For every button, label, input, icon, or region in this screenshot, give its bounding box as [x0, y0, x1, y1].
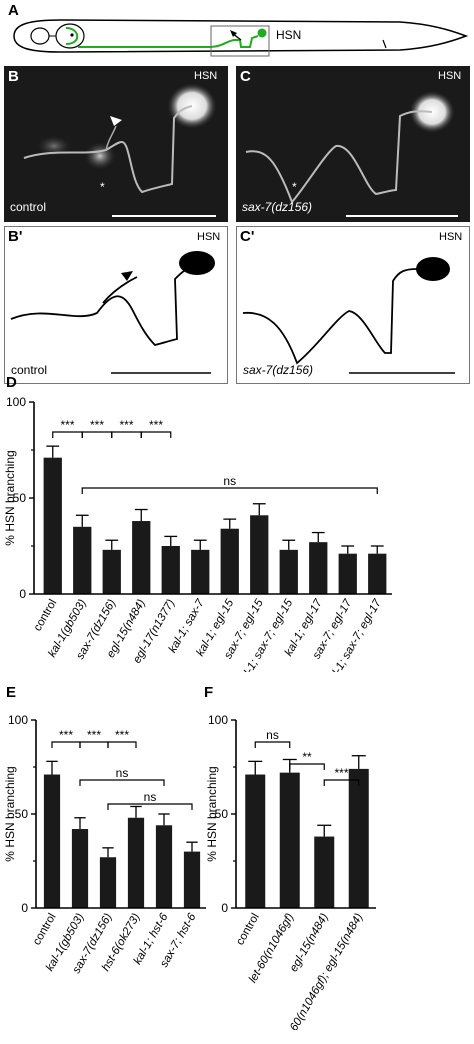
bar-kal-1-sax-7: [191, 549, 210, 594]
condition-label: control: [10, 200, 47, 214]
branch-arrowhead: [230, 30, 237, 37]
panel-label-f: F: [204, 684, 214, 701]
bar-control: [245, 774, 266, 908]
condition-label: sax-7(dz156): [243, 363, 314, 377]
y-tick-label: 0: [221, 901, 228, 915]
y-axis-label: % HSN branching: [3, 450, 17, 545]
significance-label: ***: [115, 728, 129, 742]
panel-label-d: D: [6, 374, 17, 391]
bar-kal-1-egl-17: [309, 542, 328, 594]
y-tick-label: 0: [21, 901, 28, 915]
significance-label: ***: [90, 418, 104, 432]
bar-sax-7-dz156-: [102, 549, 121, 594]
y-tick-label: 0: [19, 587, 26, 601]
panel-label-b2: B': [8, 228, 23, 245]
trace-sax7: sax-7(dz156) HSN: [236, 226, 470, 384]
significance-bracket: [52, 431, 83, 438]
hsn-soma: [257, 28, 267, 38]
micrograph-control: control HSN *: [4, 66, 228, 222]
significance-label: ***: [149, 418, 163, 432]
significance-label: ns: [223, 474, 236, 488]
bar-sax-7-egl-17: [338, 553, 357, 594]
panel-label-c2: C': [240, 228, 255, 245]
significance-bracket: [79, 741, 109, 748]
bar-egl-17-n1377-: [161, 546, 180, 594]
significance-bracket: [111, 431, 142, 438]
bar-sax-7-dz156-: [99, 857, 117, 908]
y-tick-label: 50: [13, 491, 27, 505]
significance-bracket: [107, 741, 137, 748]
zoom-box: [210, 25, 270, 57]
significance-label: ns: [116, 766, 129, 780]
worm-outline: [13, 19, 469, 53]
bar-control: [43, 457, 62, 594]
category-label: control: [234, 912, 262, 948]
panel-label-a: A: [8, 2, 19, 19]
significance-bracket: [140, 431, 172, 438]
trace-control: control HSN: [4, 226, 228, 384]
micrograph-sax7: sax-7(dz156) HSN *: [236, 66, 470, 222]
y-tick-label: 100: [8, 713, 28, 727]
y-axis-label: % HSN branching: [206, 766, 219, 861]
asterisk: *: [100, 180, 105, 194]
hsn-tag: HSN: [194, 70, 218, 82]
bar-let-60-n1046gf-egl-15-n484-: [348, 768, 369, 908]
bar-sax-7-hst-6: [183, 851, 201, 908]
significance-label: ***: [87, 728, 101, 742]
bar-egl-15-n484-: [314, 836, 335, 908]
significance-bracket: [81, 487, 378, 494]
category-label: control: [31, 912, 59, 948]
bar-hst-6-ok273-: [127, 817, 145, 908]
significance-label: ***: [59, 728, 73, 742]
hsn-tag: HSN: [197, 231, 221, 243]
bar-kal-1-gb503-: [71, 829, 89, 908]
significance-label: ns: [144, 790, 157, 804]
significance-bracket: [323, 779, 360, 786]
bar-kal-1-egl-15: [220, 528, 239, 594]
significance-bracket: [81, 431, 113, 438]
significance-bracket: [107, 803, 193, 810]
bar-sax-7-egl-15: [250, 515, 269, 594]
y-axis-label: % HSN branching: [3, 766, 17, 861]
significance-label: ***: [334, 766, 348, 780]
bar-kal-1-sax-7-egl-17: [368, 553, 387, 594]
significance-bracket: [289, 763, 325, 770]
bar-kal-1-hst-6: [155, 825, 173, 908]
significance-label: **: [302, 750, 312, 764]
y-tick-label: 100: [208, 713, 228, 727]
hsn-tag: HSN: [439, 231, 463, 243]
category-label: control: [32, 598, 60, 634]
worm-schematic: [13, 19, 469, 57]
significance-label: ***: [119, 418, 133, 432]
bar-egl-15-n484-: [132, 521, 151, 594]
y-tick-label: 50: [215, 807, 229, 821]
panel-label-e: E: [6, 684, 17, 701]
bar-kal-1-gb503-: [73, 526, 92, 594]
significance-bracket: [254, 741, 291, 748]
asterisk: *: [292, 180, 297, 194]
y-tick-label: 100: [6, 395, 26, 409]
nerve-ring: [65, 27, 79, 45]
condition-label: control: [11, 363, 48, 377]
hsn-tag: HSN: [438, 70, 462, 82]
significance-label: ns: [266, 728, 279, 742]
significance-bracket: [51, 741, 81, 748]
significance-bracket: [79, 779, 165, 786]
hsn-axon: [78, 39, 240, 48]
hsn-label: HSN: [276, 28, 302, 42]
significance-label: ***: [60, 418, 74, 432]
bar-control: [43, 774, 61, 908]
condition-label: sax-7(dz156): [242, 200, 313, 214]
worm-pharynx-bulb1: [30, 27, 50, 45]
bar-kal-1-sax-7-egl-15: [279, 549, 298, 594]
panel-label-c: C: [240, 68, 251, 85]
y-tick-label: 50: [15, 807, 29, 821]
bar-let-60-n1046gf-: [279, 772, 300, 908]
panel-label-b: B: [8, 68, 19, 85]
